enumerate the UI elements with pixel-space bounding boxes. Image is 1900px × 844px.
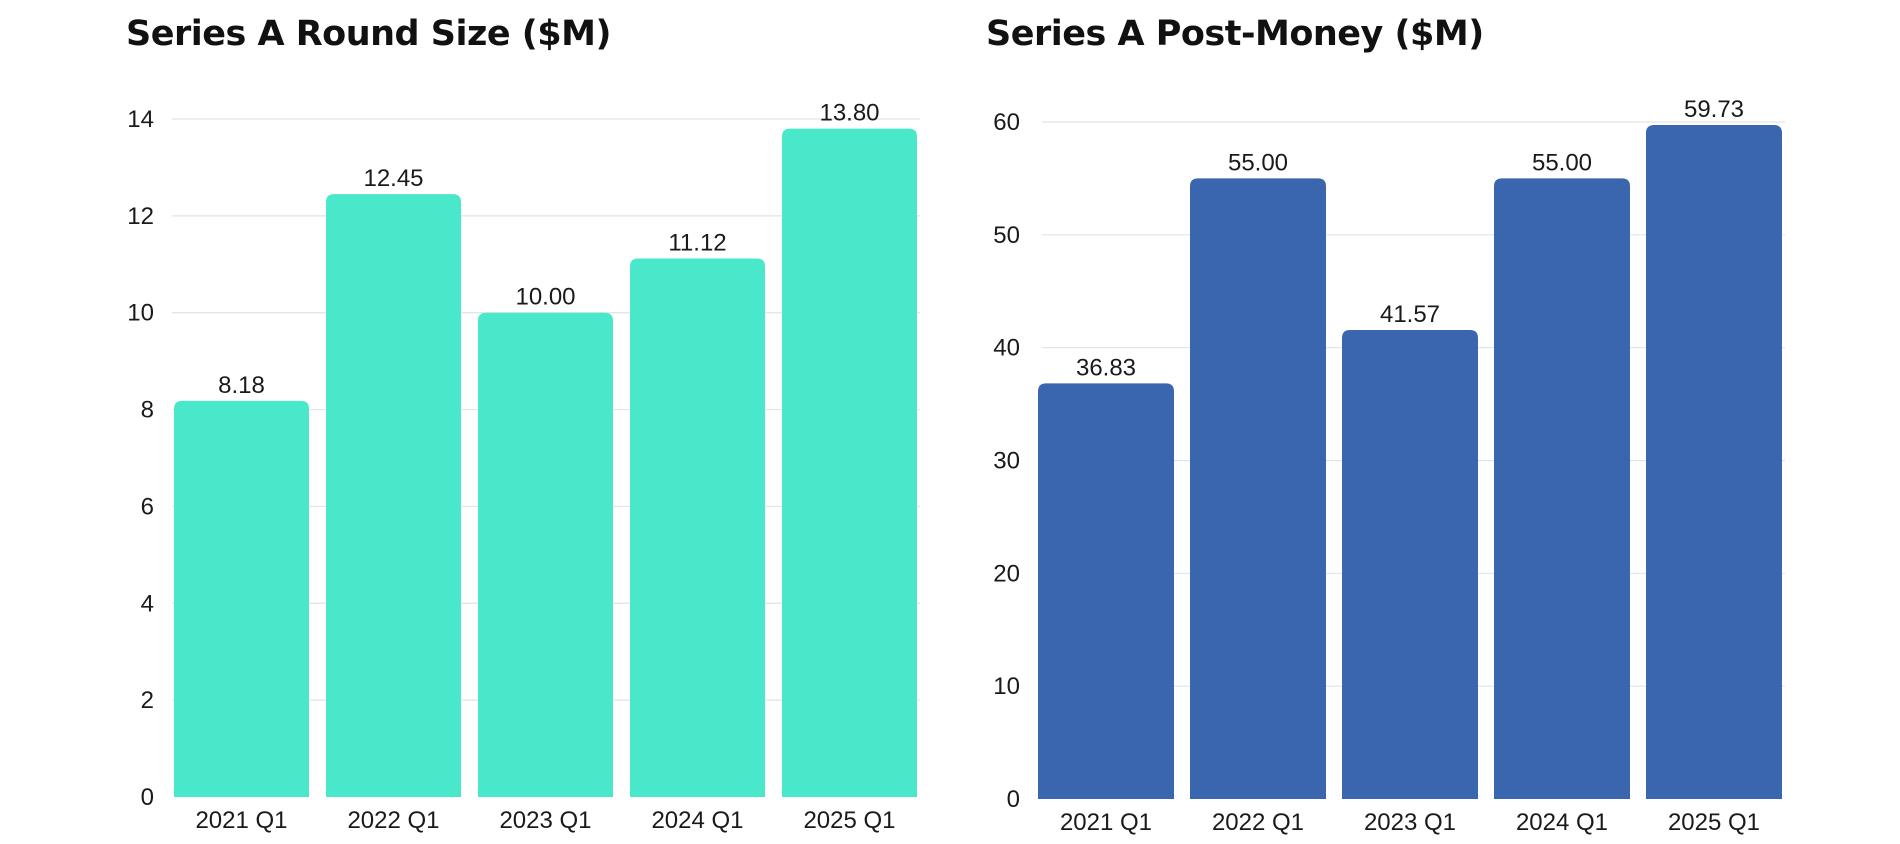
bar [326,194,461,798]
y-tick-label: 8 [141,397,154,424]
x-tick-label: 2023 Q1 [499,807,591,834]
x-tick-label: 2024 Q1 [651,807,743,834]
data-label: 13.80 [819,100,879,127]
data-label: 10.00 [515,284,575,311]
round-size-chart: 0 2 4 6 8 10 12 14 8.18 2021 Q1 12.45 2022 Q1 10.00 2… [127,100,920,834]
y-tick-label: 20 [993,560,1020,587]
x-tick-label: 2022 Q1 [1212,809,1304,836]
y-tick-label: 14 [127,106,154,133]
y-tick-label: 2 [141,687,154,714]
x-tick-label: 2021 Q1 [1060,809,1152,836]
round-size-chart-panel: Series A Round Size ($M) 0 2 4 6 8 10 12 14 8.18… [126,14,920,834]
x-tick-label: 2025 Q1 [803,807,895,834]
y-tick-label: 0 [141,784,154,811]
bar [1038,383,1174,799]
y-tick-label: 6 [141,493,154,520]
x-tick-label: 2024 Q1 [1516,809,1608,836]
x-tick-label: 2025 Q1 [1668,809,1760,836]
bar [478,312,613,797]
data-label: 11.12 [668,229,726,256]
bar [1190,178,1326,799]
y-tick-label: 60 [993,109,1020,136]
y-tick-label: 12 [127,203,154,230]
bar [630,258,765,798]
chart-title: Series A Round Size ($M) [126,14,611,54]
bar [1342,329,1478,799]
bar [1494,178,1630,799]
x-tick-label: 2023 Q1 [1364,809,1456,836]
x-tick-label: 2021 Q1 [195,807,287,834]
chart-title: Series A Post-Money ($M) [986,14,1484,54]
y-tick-label: 30 [993,448,1020,475]
data-label: 41.57 [1380,301,1440,328]
data-label: 59.73 [1684,96,1744,123]
data-label: 36.83 [1076,354,1136,381]
y-tick-label: 4 [141,590,154,617]
data-label: 55.00 [1532,149,1592,176]
y-tick-label: 40 [993,335,1020,362]
data-label: 12.45 [363,165,423,192]
y-tick-label: 0 [1007,786,1020,813]
data-label: 8.18 [218,372,265,399]
post-money-chart: 0 10 20 30 40 50 60 36.83 2021 Q1 55.00 2022 Q1 41.… [993,96,1785,836]
bar [782,128,917,797]
y-tick-label: 50 [993,222,1020,249]
post-money-chart-panel: Series A Post-Money ($M) 0 10 20 30 40 50 60 36… [950,0,1900,844]
x-tick-label: 2022 Q1 [347,807,439,834]
y-tick-label: 10 [993,673,1020,700]
bar [1646,125,1782,799]
bar [174,400,309,797]
data-label: 55.00 [1228,149,1288,176]
y-tick-label: 10 [127,300,154,327]
